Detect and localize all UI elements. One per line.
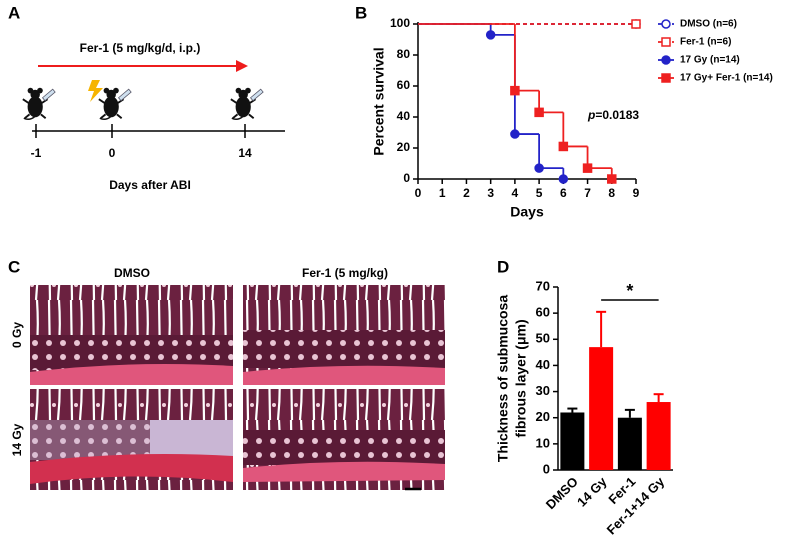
series: [418, 23, 617, 184]
y-tick-label: 60: [397, 78, 411, 92]
x-tick-label: 7: [584, 186, 591, 200]
marker: [631, 19, 641, 29]
marker: [607, 174, 617, 184]
annotation: p=0.0183: [587, 108, 639, 122]
marker: [485, 30, 496, 40]
panel-label: C: [8, 257, 20, 276]
column-label: Fer-1 (5 mg/kg): [302, 266, 388, 280]
arrow-head: [236, 60, 248, 72]
y-tick-label: 40: [536, 357, 550, 372]
axis-title: fibrous layer (μm): [513, 319, 529, 437]
mouse-icon: [229, 86, 265, 121]
x-tick-label: 8: [608, 186, 615, 200]
treatment-label: Fer-1 (5 mg/kg/d, i.p.): [80, 41, 201, 55]
legend-label: Fer-1 (n=6): [680, 37, 731, 48]
panel-c: C DMSO Fer-1 (5 mg/kg) 0 Gy 14 Gy: [8, 257, 445, 491]
row-label: 14 Gy: [10, 423, 24, 456]
x-tick-label: 14 Gy: [574, 473, 610, 509]
y-tick-label: 100: [390, 16, 410, 30]
y-tick-label: 20: [397, 140, 411, 154]
significance-label: *: [626, 281, 633, 301]
legend-marker: [661, 37, 671, 47]
y-tick-label: 0: [403, 171, 410, 185]
bar: [646, 402, 671, 470]
legend-marker: [661, 55, 671, 65]
legend-label: DMSO (n=6): [680, 19, 737, 30]
y-tick-label: 40: [397, 109, 411, 123]
column-label: DMSO: [114, 266, 150, 280]
timeline-label: 0: [109, 146, 116, 160]
row-label: 0 Gy: [10, 322, 24, 348]
histology-image: [30, 285, 233, 385]
axis-title: Days after ABI: [109, 178, 191, 192]
timeline-label: -1: [31, 146, 42, 160]
y-tick-label: 80: [397, 47, 411, 61]
marker: [558, 141, 569, 152]
annotation-value: =0.0183: [595, 108, 639, 122]
timeline-label: 14: [238, 146, 252, 160]
bar: [560, 412, 585, 470]
x-tick-label: 4: [512, 186, 519, 200]
histology-image: [243, 285, 445, 385]
x-tick-label: DMSO: [543, 474, 581, 512]
marker: [534, 163, 544, 173]
y-tick-label: 30: [536, 383, 550, 398]
y-tick-label: 10: [536, 435, 550, 450]
marker: [510, 85, 520, 96]
legend-marker: [661, 73, 671, 83]
mouse-icon: [97, 86, 133, 121]
radiation-icon: [88, 80, 103, 102]
x-tick-label: 9: [633, 186, 640, 200]
x-tick-label: 2: [463, 186, 470, 200]
bar: [589, 347, 614, 470]
x-tick-label: 1: [439, 186, 446, 200]
x-tick-label: 0: [415, 186, 422, 200]
marker: [558, 174, 569, 184]
axis-title: Days: [510, 204, 544, 220]
legend-label: 17 Gy (n=14): [680, 55, 740, 66]
legend-marker: [661, 19, 671, 29]
bar: [617, 417, 642, 470]
marker: [534, 107, 544, 118]
marker: [582, 163, 593, 173]
histology-image: [30, 389, 233, 490]
legend-label: 17 Gy+ Fer-1 (n=14): [680, 73, 773, 84]
marker: [510, 129, 520, 139]
panel-label: D: [497, 257, 509, 276]
x-tick-label: 6: [560, 186, 567, 200]
series: [418, 23, 569, 184]
histology-image: [243, 389, 445, 490]
panel-a: A Fer-1 (5 mg/kg/d, i.p.) -1 0 14 Days a…: [8, 3, 285, 192]
x-tick-label: 3: [487, 186, 494, 200]
y-tick-label: 60: [536, 305, 550, 320]
mouse-icon: [21, 86, 57, 121]
y-tick-label: 50: [536, 331, 550, 346]
panel-label: A: [8, 3, 20, 22]
y-tick-label: 20: [536, 409, 550, 424]
x-tick-label: 5: [536, 186, 543, 200]
y-tick-label: 70: [536, 278, 550, 293]
axis-title: Percent survival: [371, 47, 387, 155]
panel-label: B: [355, 3, 367, 22]
annotation-symbol: p: [587, 108, 595, 122]
axis-title: Thickness of submucosa: [495, 295, 511, 462]
y-tick-label: 0: [543, 461, 550, 476]
